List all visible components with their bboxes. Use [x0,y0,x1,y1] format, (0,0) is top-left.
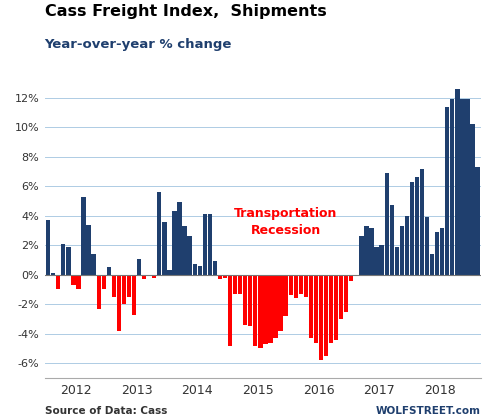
Bar [309,275,313,338]
Bar [91,254,96,275]
Bar [233,275,237,294]
Bar [319,275,323,360]
Bar [410,182,414,275]
Bar [137,259,141,275]
Bar [349,275,354,281]
Bar [66,247,70,275]
Bar [304,275,308,297]
Bar [425,217,429,275]
Bar [465,99,470,275]
Bar [192,265,197,275]
Bar [289,275,293,295]
Bar [324,275,328,356]
Bar [445,107,449,275]
Bar [435,232,439,275]
Bar [162,222,167,275]
Bar [46,220,50,275]
Bar [395,247,399,275]
Bar [273,275,278,338]
Bar [132,275,136,315]
Bar [178,202,182,275]
Bar [284,275,288,316]
Text: WOLFSTREET.com: WOLFSTREET.com [376,406,481,416]
Bar [420,168,424,275]
Bar [97,275,101,309]
Bar [127,275,131,297]
Bar [253,275,257,346]
Bar [102,275,106,289]
Bar [51,273,56,275]
Bar [359,236,364,275]
Bar [263,275,267,344]
Bar [455,89,459,275]
Bar [112,275,116,297]
Bar [268,275,273,343]
Bar [172,211,177,275]
Bar [56,275,61,289]
Bar [440,228,444,275]
Bar [213,262,217,275]
Bar [208,214,212,275]
Bar [187,236,192,275]
Bar [329,275,333,343]
Bar [450,99,454,275]
Text: Transportation
Recession: Transportation Recession [234,207,337,236]
Bar [71,275,75,285]
Bar [294,275,298,298]
Bar [374,247,378,275]
Bar [167,270,172,275]
Bar [203,214,207,275]
Bar [405,216,409,275]
Bar [430,254,434,275]
Bar [339,275,343,319]
Bar [197,266,202,275]
Bar [81,197,86,275]
Bar [107,268,111,275]
Bar [76,275,81,289]
Bar [122,275,126,304]
Text: Year-over-year % change: Year-over-year % change [45,38,232,51]
Bar [152,275,156,278]
Bar [415,177,419,275]
Bar [384,173,389,275]
Text: Cass Freight Index,  Shipments: Cass Freight Index, Shipments [45,4,326,19]
Bar [400,226,404,275]
Text: Source of Data: Cass: Source of Data: Cass [45,406,167,416]
Bar [248,275,252,326]
Bar [370,228,373,275]
Bar [228,275,232,346]
Bar [299,275,303,294]
Bar [86,225,91,275]
Bar [258,275,262,349]
Bar [314,275,318,343]
Bar [344,275,348,312]
Bar [238,275,242,294]
Bar [218,275,222,279]
Bar [147,275,151,276]
Bar [183,226,186,275]
Bar [61,244,65,275]
Bar [334,275,338,340]
Bar [243,275,248,325]
Bar [364,226,369,275]
Bar [278,275,283,331]
Bar [379,245,384,275]
Bar [142,275,146,279]
Bar [117,275,121,331]
Bar [460,99,465,275]
Bar [223,275,227,278]
Bar [476,167,480,275]
Bar [157,192,162,275]
Bar [470,124,475,275]
Bar [389,205,394,275]
